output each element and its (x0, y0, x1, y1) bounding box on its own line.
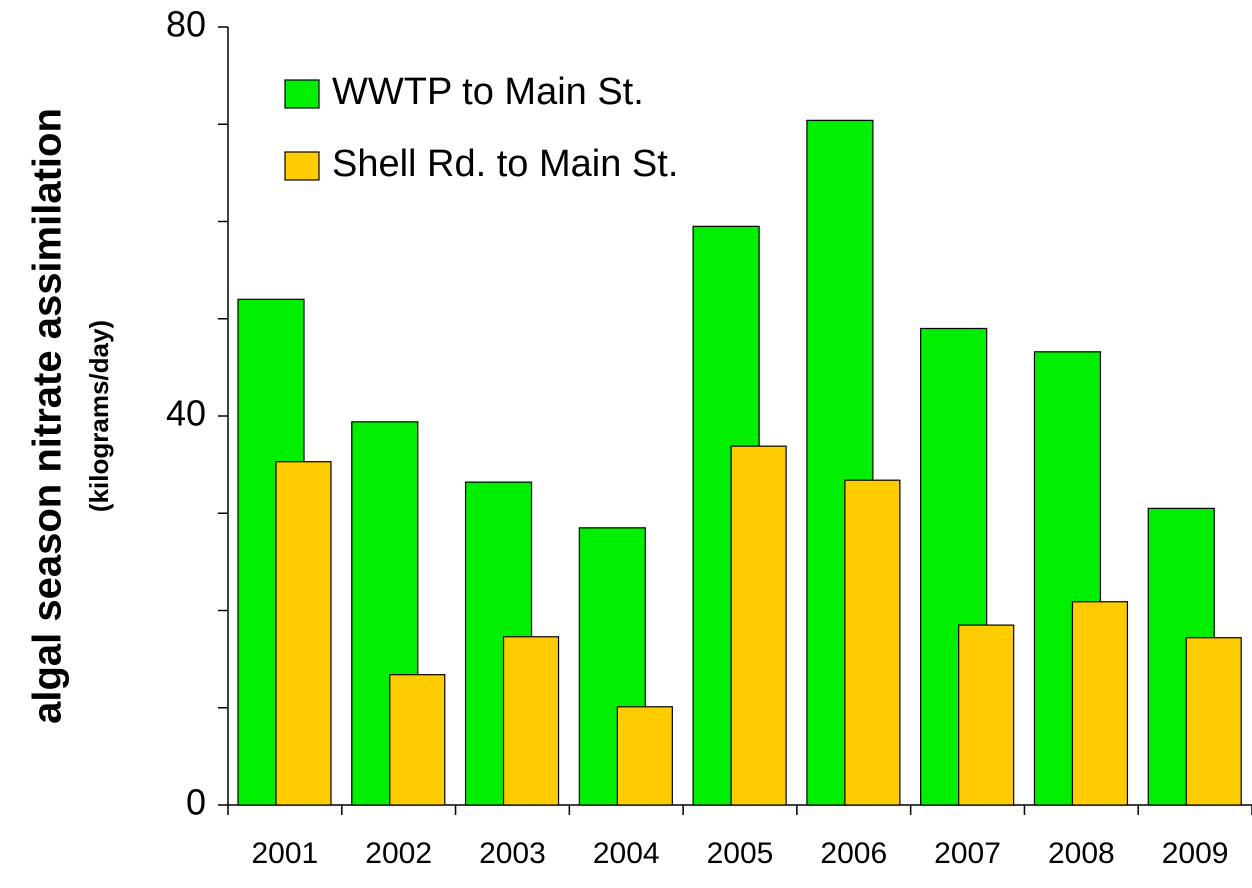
bar (1071, 601, 1129, 806)
x-tick-label: 2002 (365, 837, 432, 870)
legend-label: Shell Rd. to Main St. (332, 143, 678, 185)
y-tick-label: 0 (186, 782, 206, 823)
x-tick-label: 2007 (934, 837, 1001, 870)
x-tick-label: 2009 (1162, 837, 1229, 870)
x-tick-label: 2004 (593, 837, 660, 870)
bar (730, 445, 787, 806)
y-axis-title: algal season nitrate assimilation (26, 108, 70, 724)
legend-label: WWTP to Main St. (332, 71, 644, 113)
bar (1185, 637, 1242, 806)
bar (389, 674, 446, 806)
y-tick-label: 80 (166, 4, 206, 45)
x-tick-label: 2005 (707, 837, 774, 870)
x-tick-label: 2008 (1048, 837, 1115, 870)
bar (958, 624, 1015, 806)
legend-swatch (284, 151, 320, 181)
x-tick-label: 2001 (252, 837, 319, 870)
legend-swatch (284, 79, 320, 109)
bar (844, 479, 901, 806)
x-tick-label: 2003 (479, 837, 546, 870)
y-tick-label: 40 (166, 393, 206, 434)
y-axis-subtitle: (kilograms/day) (84, 320, 114, 512)
x-tick-label: 2006 (820, 837, 887, 870)
bar (502, 636, 560, 806)
bar (275, 461, 332, 806)
bar (616, 706, 673, 806)
